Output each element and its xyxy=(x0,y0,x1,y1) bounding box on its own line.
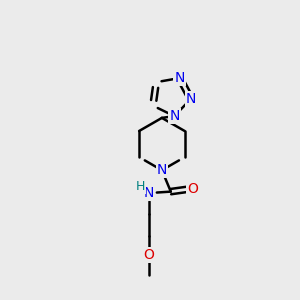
Text: H: H xyxy=(136,180,145,193)
Text: N: N xyxy=(143,186,154,200)
Text: O: O xyxy=(187,182,198,196)
Text: N: N xyxy=(157,163,167,177)
Text: N: N xyxy=(175,71,185,85)
Text: N: N xyxy=(186,92,196,106)
Text: O: O xyxy=(143,248,154,262)
Text: N: N xyxy=(169,109,179,123)
